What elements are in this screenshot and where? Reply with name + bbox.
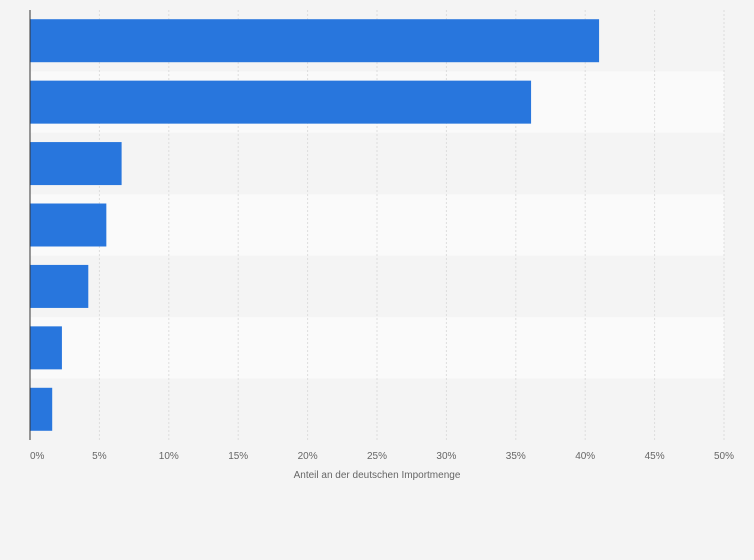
x-tick-label: 20%	[298, 451, 318, 462]
row-band	[30, 378, 724, 440]
x-tick-label: 50%	[714, 451, 734, 462]
x-tick-label: 5%	[92, 451, 107, 462]
x-axis-title: Anteil an der deutschen Importmenge	[294, 470, 461, 481]
x-tick-label: 45%	[645, 451, 665, 462]
x-tick-label: 15%	[228, 451, 248, 462]
bar	[30, 387, 53, 431]
x-tick-label: 25%	[367, 451, 387, 462]
x-tick-label: 10%	[159, 451, 179, 462]
x-tick-label: 40%	[575, 451, 595, 462]
row-band	[30, 194, 724, 256]
x-tick-label: 30%	[436, 451, 456, 462]
bar	[30, 326, 62, 370]
bar	[30, 80, 532, 124]
bar	[30, 264, 89, 308]
x-tick-label: 35%	[506, 451, 526, 462]
bar	[30, 19, 600, 63]
bar	[30, 142, 122, 186]
x-tick-label: 0%	[30, 451, 45, 462]
x-tick-labels: 0% 5% 10% 15% 20% 25% 30% 35% 40% 45% 50%	[30, 451, 734, 462]
bars	[30, 19, 600, 431]
bar	[30, 203, 107, 247]
